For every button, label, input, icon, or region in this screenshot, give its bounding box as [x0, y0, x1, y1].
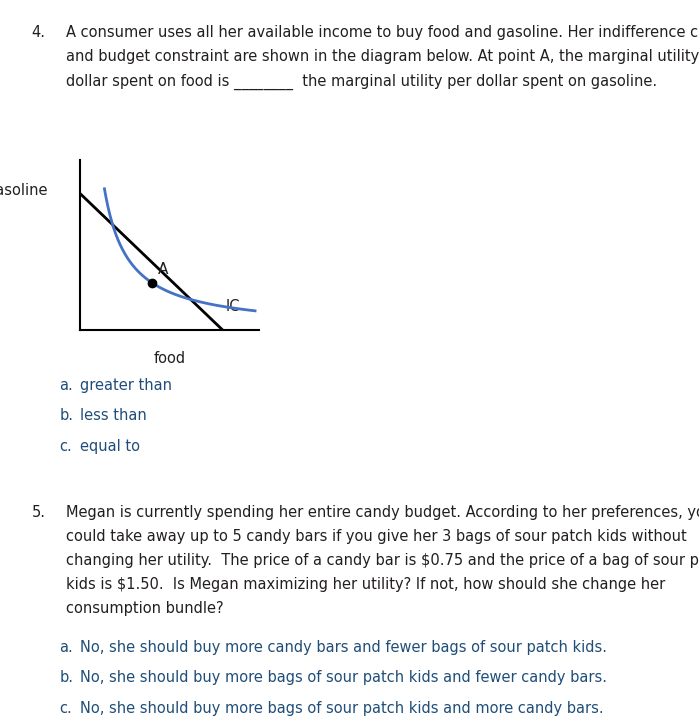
Text: No, she should buy more candy bars and fewer bags of sour patch kids.: No, she should buy more candy bars and f…: [80, 640, 607, 655]
Text: food: food: [154, 351, 185, 366]
Text: b.: b.: [59, 670, 73, 685]
Text: IC: IC: [226, 299, 240, 314]
Text: c.: c.: [59, 439, 72, 454]
Text: could take away up to 5 candy bars if you give her 3 bags of sour patch kids wit: could take away up to 5 candy bars if yo…: [66, 529, 687, 544]
Text: 4.: 4.: [31, 25, 45, 41]
Text: a.: a.: [59, 378, 73, 393]
Text: Megan is currently spending her entire candy budget. According to her preference: Megan is currently spending her entire c…: [66, 505, 699, 521]
Text: dollar spent on food is ________  the marginal utility per dollar spent on gasol: dollar spent on food is ________ the mar…: [66, 73, 658, 89]
Text: a.: a.: [59, 640, 73, 655]
Text: 5.: 5.: [31, 505, 45, 521]
Text: b.: b.: [59, 408, 73, 423]
Text: equal to: equal to: [80, 439, 140, 454]
Text: changing her utility.  The price of a candy bar is $0.75 and the price of a bag : changing her utility. The price of a can…: [66, 553, 699, 568]
Text: c.: c.: [59, 701, 72, 716]
Text: A consumer uses all her available income to buy food and gasoline. Her indiffere: A consumer uses all her available income…: [66, 25, 699, 41]
Text: consumption bundle?: consumption bundle?: [66, 601, 224, 616]
Text: No, she should buy more bags of sour patch kids and more candy bars.: No, she should buy more bags of sour pat…: [80, 701, 604, 716]
Text: No, she should buy more bags of sour patch kids and fewer candy bars.: No, she should buy more bags of sour pat…: [80, 670, 607, 685]
Text: greater than: greater than: [80, 378, 173, 393]
Text: kids is $1.50.  Is Megan maximizing her utility? If not, how should she change h: kids is $1.50. Is Megan maximizing her u…: [66, 577, 665, 592]
Text: less than: less than: [80, 408, 147, 423]
Text: gasoline: gasoline: [0, 183, 48, 198]
Text: A: A: [158, 261, 168, 277]
Text: and budget constraint are shown in the diagram below. At point A, the marginal u: and budget constraint are shown in the d…: [66, 49, 699, 65]
